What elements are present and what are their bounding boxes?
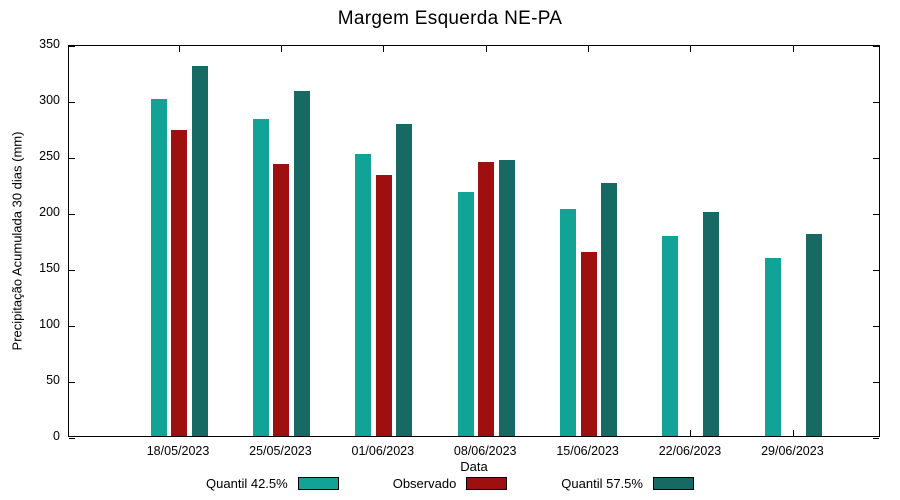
chart-title: Margem Esquerda NE-PA [337,8,563,29]
x-tick-mark [792,430,794,436]
y-tick-label: 100 [39,317,60,331]
y-tick-mark [69,269,75,271]
y-tick-mark [873,157,879,159]
legend-label: Quantil 57.5% [561,476,643,491]
bar-quantil-57-5- [293,91,310,436]
bar-quantil-57-5- [805,234,822,436]
bar-quantil-42-5- [560,208,577,436]
bar-observado [580,252,597,436]
bar-observado [375,175,392,436]
y-tick-mark [873,269,879,271]
y-tick-label: 0 [53,429,60,443]
bar-observado [478,161,495,436]
bar-quantil-57-5- [396,123,413,436]
y-tick-label: 50 [46,373,60,387]
x-tick-label: 01/06/2023 [351,444,415,458]
x-tick-mark [690,430,692,436]
bar-quantil-42-5- [355,153,372,436]
x-tick-mark [178,46,180,52]
x-tick-label: 08/06/2023 [453,444,517,458]
y-tick-mark [69,45,75,47]
y-tick-mark [69,325,75,327]
legend-swatch [652,477,694,490]
x-tick-mark [690,46,692,52]
y-tick-mark [69,213,75,215]
bar-quantil-42-5- [457,191,474,436]
x-tick-label: 15/06/2023 [556,444,619,458]
bar-quantil-42-5- [150,98,167,436]
y-tick-mark [69,157,75,159]
plot-area [68,45,880,439]
bar-observado [273,163,290,436]
bar-quantil-57-5- [191,66,208,436]
bar-quantil-42-5- [252,119,269,436]
y-tick-label: 300 [39,93,60,107]
bar-quantil-57-5- [601,182,618,436]
y-tick-label: 350 [39,37,60,51]
x-tick-label: 22/06/2023 [658,444,722,458]
bar-quantil-57-5- [703,212,720,436]
legend-entry-1: Observado [393,476,508,491]
bar-observado [171,130,188,436]
x-tick-mark [280,46,282,52]
y-tick-mark [873,437,879,439]
legend-entry-2: Quantil 57.5% [561,476,694,491]
x-tick-mark [383,46,385,52]
y-tick-mark [873,45,879,47]
legend-label: Observado [392,476,457,491]
bar-quantil-42-5- [662,235,679,436]
x-tick-mark [792,46,794,52]
y-tick-mark [873,381,879,383]
y-tick-mark [873,325,879,327]
x-tick-label: 25/05/2023 [249,444,312,458]
y-tick-mark [873,213,879,215]
x-tick-label: 18/05/2023 [146,444,210,458]
y-tick-mark [69,381,75,383]
legend: Quantil 42.5% Observado Quantil 57.5% [0,476,900,491]
y-tick-label: 250 [39,149,60,163]
x-tick-mark [588,46,590,52]
x-tick-label: 29/06/2023 [761,444,824,458]
y-tick-mark [69,437,75,439]
y-tick-label: 200 [39,205,60,219]
x-axis-label: Data [460,459,488,474]
y-tick-mark [69,101,75,103]
legend-label: Quantil 42.5% [206,476,288,491]
x-tick-mark [485,46,487,52]
y-tick-mark [873,101,879,103]
bar-quantil-42-5- [764,257,781,436]
bar-quantil-57-5- [498,160,515,436]
legend-entry-0: Quantil 42.5% [206,476,339,491]
legend-swatch [297,477,339,490]
legend-swatch [466,477,508,490]
y-tick-label: 150 [39,261,60,275]
